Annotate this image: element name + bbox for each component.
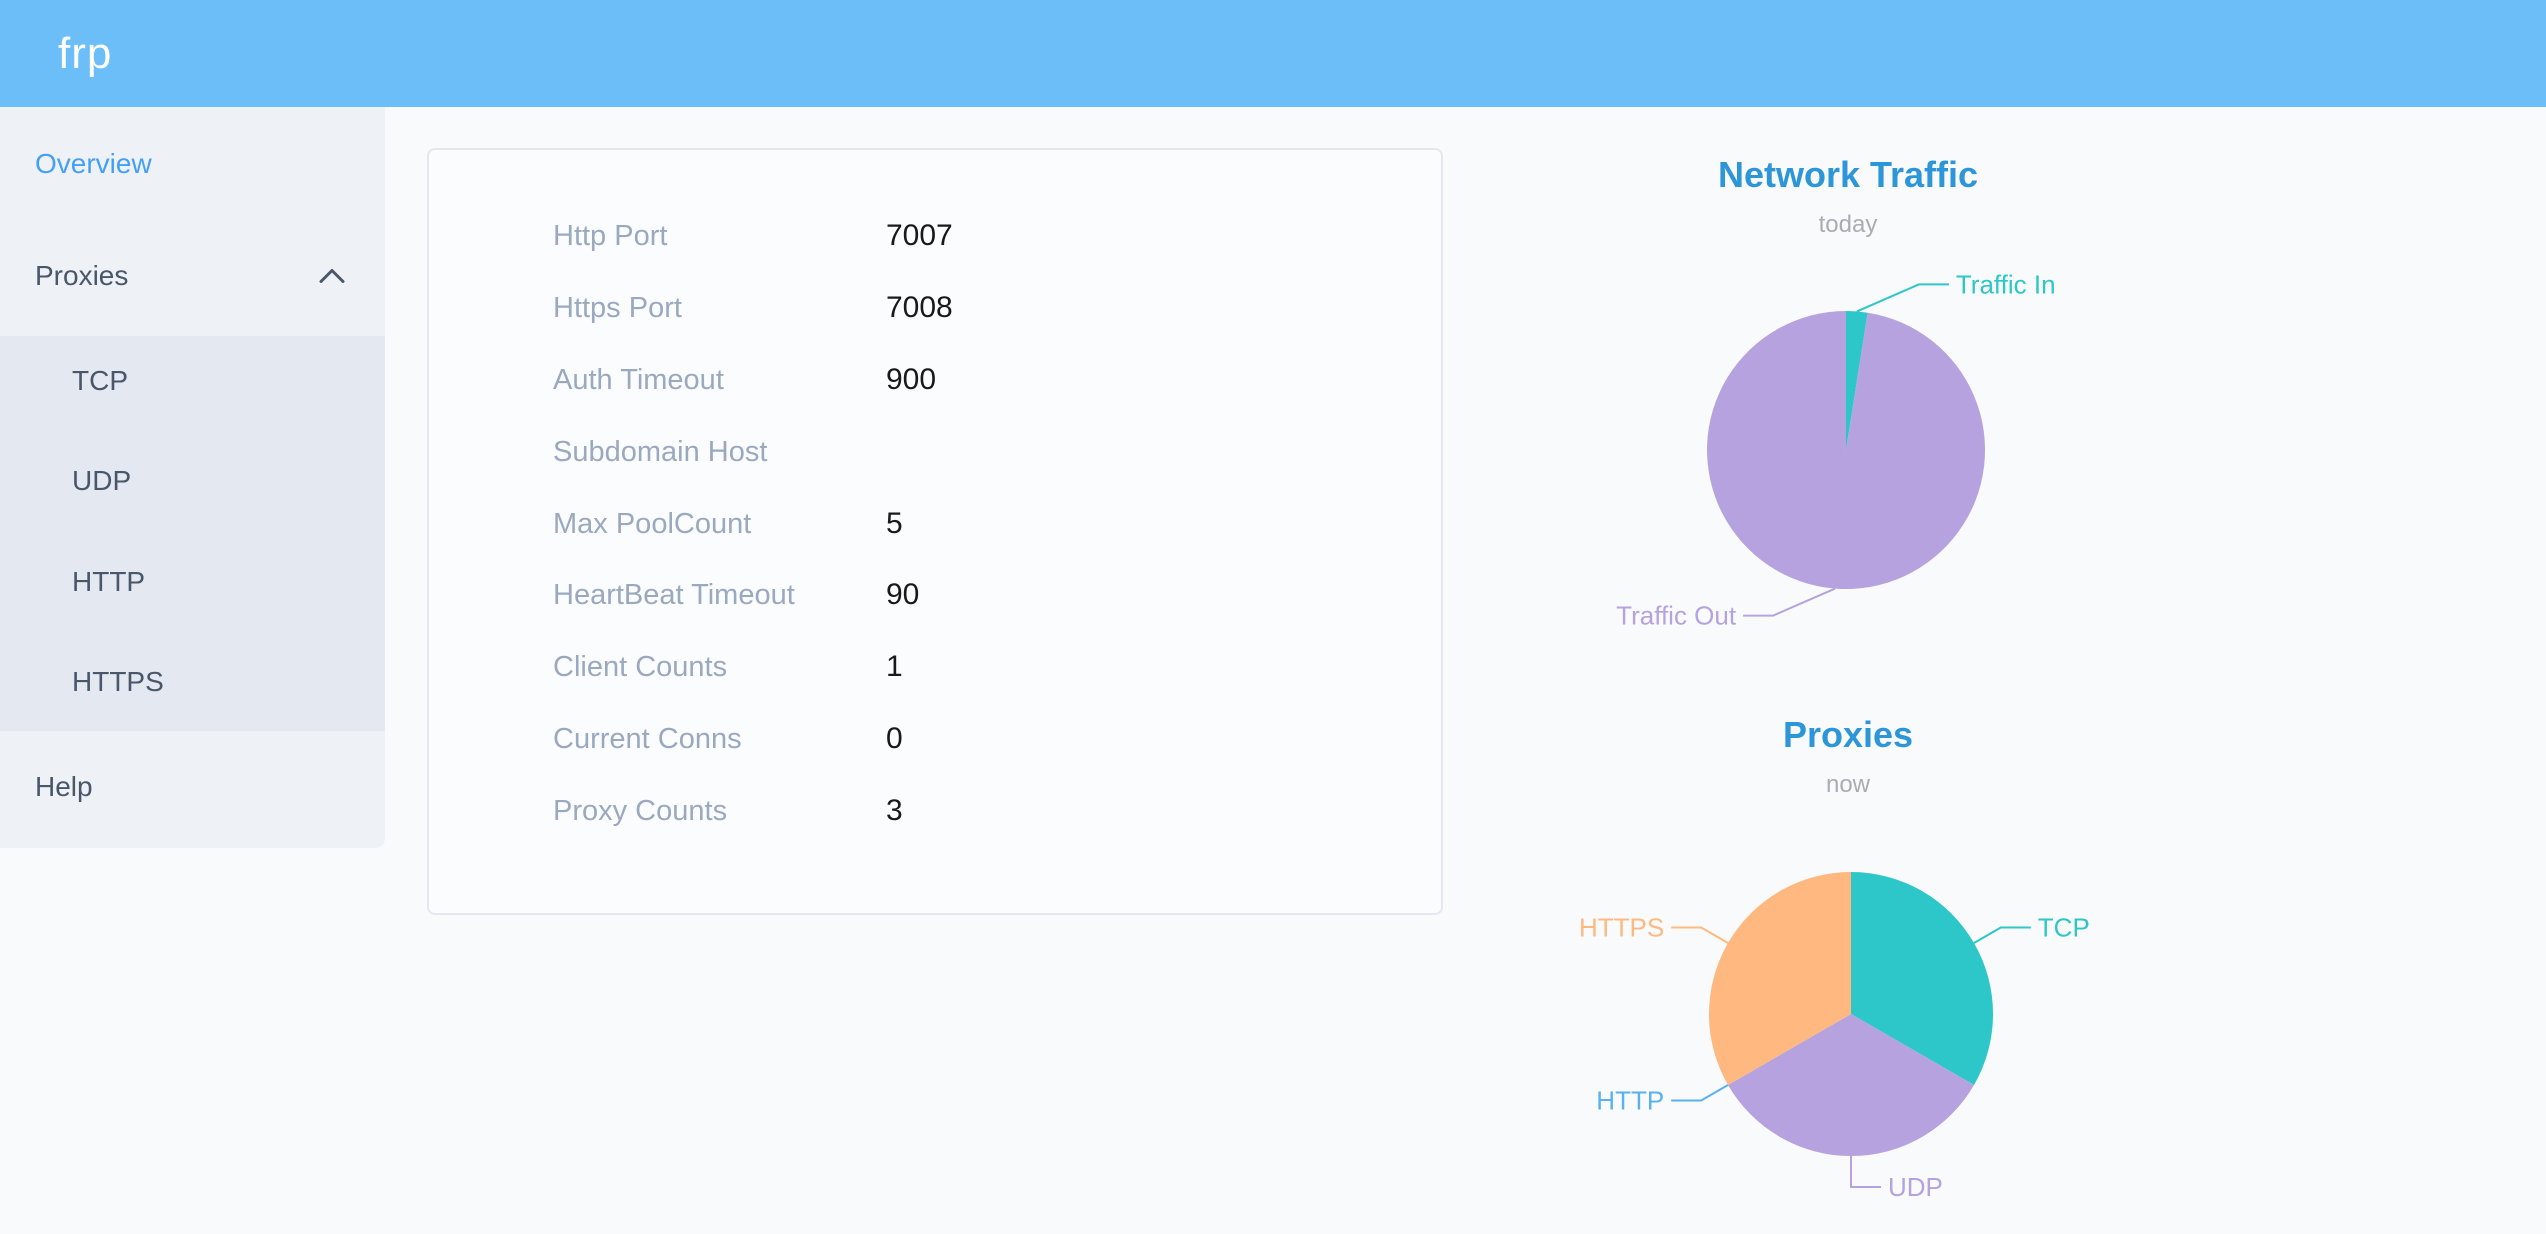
config-label: Http Port bbox=[553, 220, 668, 252]
config-row-client-counts: Client Counts 1 bbox=[429, 647, 1441, 687]
pie-slice-udp[interactable] bbox=[1728, 1014, 1974, 1157]
pie-slice-https[interactable] bbox=[1708, 872, 1851, 1085]
sidebar-item-label: Help bbox=[35, 771, 93, 802]
config-label: Proxy Counts bbox=[553, 795, 728, 827]
pie-slice-traffic-out[interactable] bbox=[1707, 311, 1986, 589]
pie-label-line-udp bbox=[1850, 1156, 1881, 1188]
config-row-max-poolcount: Max PoolCount 5 bbox=[429, 504, 1441, 544]
sidebar-subitem-udp[interactable]: UDP bbox=[0, 441, 385, 521]
sidebar-item-overview[interactable]: Overview bbox=[0, 124, 385, 204]
sidebar-subitem-label: HTTPS bbox=[72, 666, 164, 697]
pie-label-traffic-in: Traffic In bbox=[1956, 269, 2056, 299]
config-row-subdomain-host: Subdomain Host bbox=[429, 432, 1441, 472]
sidebar-item-help[interactable]: Help bbox=[0, 747, 385, 827]
config-label: HeartBeat Timeout bbox=[553, 579, 795, 612]
network-traffic-chart-title: Network Traffic bbox=[1717, 154, 1979, 195]
config-value: 1 bbox=[886, 650, 903, 684]
pie-label-traffic-out: Traffic Out bbox=[1616, 601, 1737, 631]
config-row-http-port: Http Port 7007 bbox=[429, 216, 1441, 256]
pie-label-line-https bbox=[1671, 926, 1729, 944]
proxies-chart-subtitle: now bbox=[1825, 771, 1871, 798]
config-row-proxy-counts: Proxy Counts 3 bbox=[429, 791, 1441, 831]
sidebar-item-proxies[interactable]: Proxies bbox=[0, 236, 385, 316]
pie-label-line-traffic-in bbox=[1856, 283, 1949, 313]
config-value: 900 bbox=[886, 362, 937, 396]
config-label: Auth Timeout bbox=[553, 363, 724, 396]
sidebar-subitem-label: UDP bbox=[72, 465, 132, 496]
chevron-up-icon bbox=[319, 269, 345, 283]
config-label: Client Counts bbox=[553, 651, 728, 684]
sidebar-item-label: Overview bbox=[35, 148, 152, 179]
pie-label-http: HTTP bbox=[1596, 1086, 1664, 1116]
config-row-https-port: Https Port 7008 bbox=[429, 288, 1441, 328]
pie-label-tcp: TCP bbox=[2038, 913, 2090, 943]
config-row-heartbeat-timeout: HeartBeat Timeout 90 bbox=[429, 575, 1441, 615]
sidebar-subitem-http[interactable]: HTTP bbox=[0, 542, 385, 622]
network-traffic-chart-subtitle: today bbox=[1818, 211, 1878, 238]
pie-label-line-http bbox=[1671, 1084, 1729, 1102]
sidebar-subitem-label: HTTP bbox=[72, 566, 146, 597]
config-value: 5 bbox=[886, 506, 903, 540]
sidebar-subitem-https[interactable]: HTTPS bbox=[0, 642, 385, 722]
config-label: Max PoolCount bbox=[553, 507, 752, 540]
sidebar-submenu: TCP UDP HTTP HTTPS bbox=[0, 336, 385, 731]
pie-slice-traffic-in[interactable] bbox=[1846, 311, 1868, 450]
sidebar-subitem-label: TCP bbox=[72, 365, 128, 396]
config-label: Https Port bbox=[553, 291, 682, 324]
pie-label-udp: UDP bbox=[1888, 1172, 1943, 1202]
config-value: 90 bbox=[886, 578, 920, 612]
config-value: 3 bbox=[886, 794, 903, 827]
pie-label-line-tcp bbox=[1973, 926, 2031, 944]
server-info-card: Http Port 7007 Https Port 7008 Auth Timeout 9… bbox=[427, 148, 1443, 915]
config-label: Current Conns bbox=[553, 723, 742, 756]
sidebar: Overview Proxies TCP UDP HTTP HTTPS Help bbox=[0, 107, 385, 848]
sidebar-subitem-tcp[interactable]: TCP bbox=[0, 341, 385, 421]
app-logo: frp bbox=[58, 28, 113, 78]
proxies-chart-title: Proxies bbox=[1782, 714, 1914, 755]
config-label: Subdomain Host bbox=[553, 435, 768, 468]
pie-label-https: HTTPS bbox=[1579, 913, 1664, 943]
pie-slice-tcp[interactable] bbox=[1851, 872, 1994, 1085]
sidebar-item-label: Proxies bbox=[35, 260, 129, 291]
config-value: 0 bbox=[886, 722, 903, 756]
pie-label-line-traffic-out bbox=[1743, 587, 1836, 617]
config-row-current-conns: Current Conns 0 bbox=[429, 719, 1441, 759]
app-header: frp bbox=[0, 0, 2546, 107]
config-value: 7007 bbox=[886, 219, 953, 252]
config-row-auth-timeout: Auth Timeout 900 bbox=[429, 360, 1441, 400]
config-value: 7008 bbox=[886, 290, 953, 324]
